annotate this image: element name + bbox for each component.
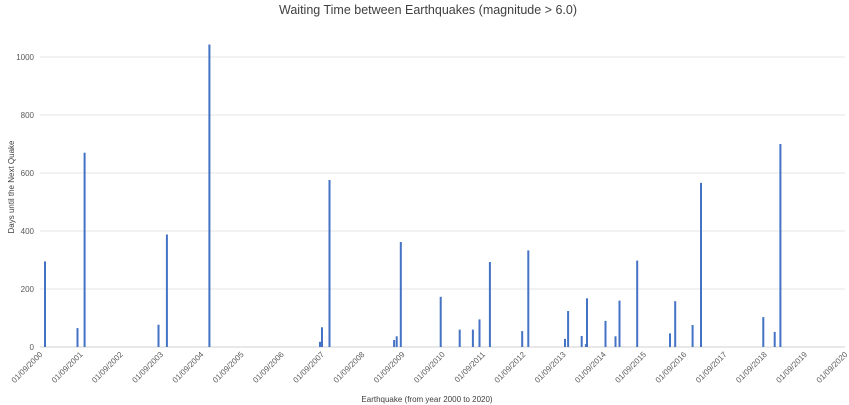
x-tick-label: 01/09/2004 <box>171 350 206 385</box>
bar <box>614 336 617 347</box>
x-tick-label: 01/09/2011 <box>453 350 488 385</box>
gridlines <box>40 56 845 348</box>
bar <box>488 262 491 347</box>
bar <box>586 298 588 347</box>
bar <box>779 144 782 347</box>
bar <box>618 300 621 347</box>
x-tick-label: 01/09/2009 <box>372 350 407 385</box>
x-tick-label: 01/09/2006 <box>251 350 286 385</box>
bar <box>44 261 46 347</box>
bar <box>691 325 694 347</box>
bar <box>636 260 639 347</box>
y-tick-labels: 0 200 400 600 800 1000 <box>16 53 34 352</box>
bar <box>76 328 79 347</box>
bar <box>458 329 461 347</box>
bar <box>700 182 702 347</box>
y-tick-label: 800 <box>21 111 35 120</box>
bar <box>669 333 671 347</box>
bar <box>399 242 402 347</box>
y-axis-title: Days until the Next Quake <box>7 140 16 233</box>
bar <box>157 324 160 347</box>
x-tick-label: 01/09/2013 <box>533 350 568 385</box>
bar <box>439 296 442 347</box>
bar <box>604 320 607 347</box>
x-tick-label: 01/09/2002 <box>90 350 125 385</box>
bar <box>83 152 86 347</box>
x-tick-label: 01/09/2001 <box>50 350 85 385</box>
y-tick-label: 200 <box>21 285 35 294</box>
bar <box>321 327 323 347</box>
x-tick-label: 01/09/2005 <box>211 350 246 385</box>
bar <box>584 344 587 347</box>
bar <box>165 234 168 347</box>
bar <box>395 336 398 347</box>
y-tick-label: 0 <box>30 343 35 352</box>
x-tick-label: 01/09/2008 <box>332 350 367 385</box>
x-tick-label: 01/09/2007 <box>291 350 326 385</box>
x-tick-label: 01/09/2010 <box>412 350 447 385</box>
x-tick-label: 01/09/2017 <box>694 350 729 385</box>
bar <box>319 341 321 347</box>
x-tick-labels: 01/09/2000 01/09/2001 01/09/2002 01/09/2003… <box>10 350 849 385</box>
bar <box>564 338 566 347</box>
bar <box>567 311 570 347</box>
y-tick-label: 1000 <box>16 53 34 62</box>
bars <box>44 44 782 347</box>
x-tick-label: 01/09/2020 <box>815 350 849 385</box>
x-axis-title: Earthquake (from year 2000 to 2020) <box>361 395 493 404</box>
bar <box>478 319 481 347</box>
x-tick-label: 01/09/2019 <box>774 350 809 385</box>
bar <box>521 331 524 347</box>
y-tick-label: 600 <box>21 169 35 178</box>
bar <box>328 180 331 347</box>
bar <box>208 44 211 347</box>
x-tick-label: 01/09/2018 <box>734 350 769 385</box>
x-tick-label: 01/09/2016 <box>654 350 689 385</box>
bar <box>674 301 677 347</box>
x-tick-label: 01/09/2012 <box>493 350 528 385</box>
bar <box>471 329 474 347</box>
y-tick-label: 400 <box>21 227 35 236</box>
bar <box>762 317 765 347</box>
bar <box>527 250 530 347</box>
bar <box>773 331 776 347</box>
x-tick-label: 01/09/2000 <box>10 350 45 385</box>
bar <box>393 340 396 347</box>
x-tick-label: 01/09/2015 <box>613 350 648 385</box>
x-tick-label: 01/09/2003 <box>130 350 165 385</box>
bar <box>580 336 583 347</box>
chart-title: Waiting Time between Earthquakes (magnit… <box>279 3 577 17</box>
x-tick-label: 01/09/2014 <box>573 350 608 385</box>
